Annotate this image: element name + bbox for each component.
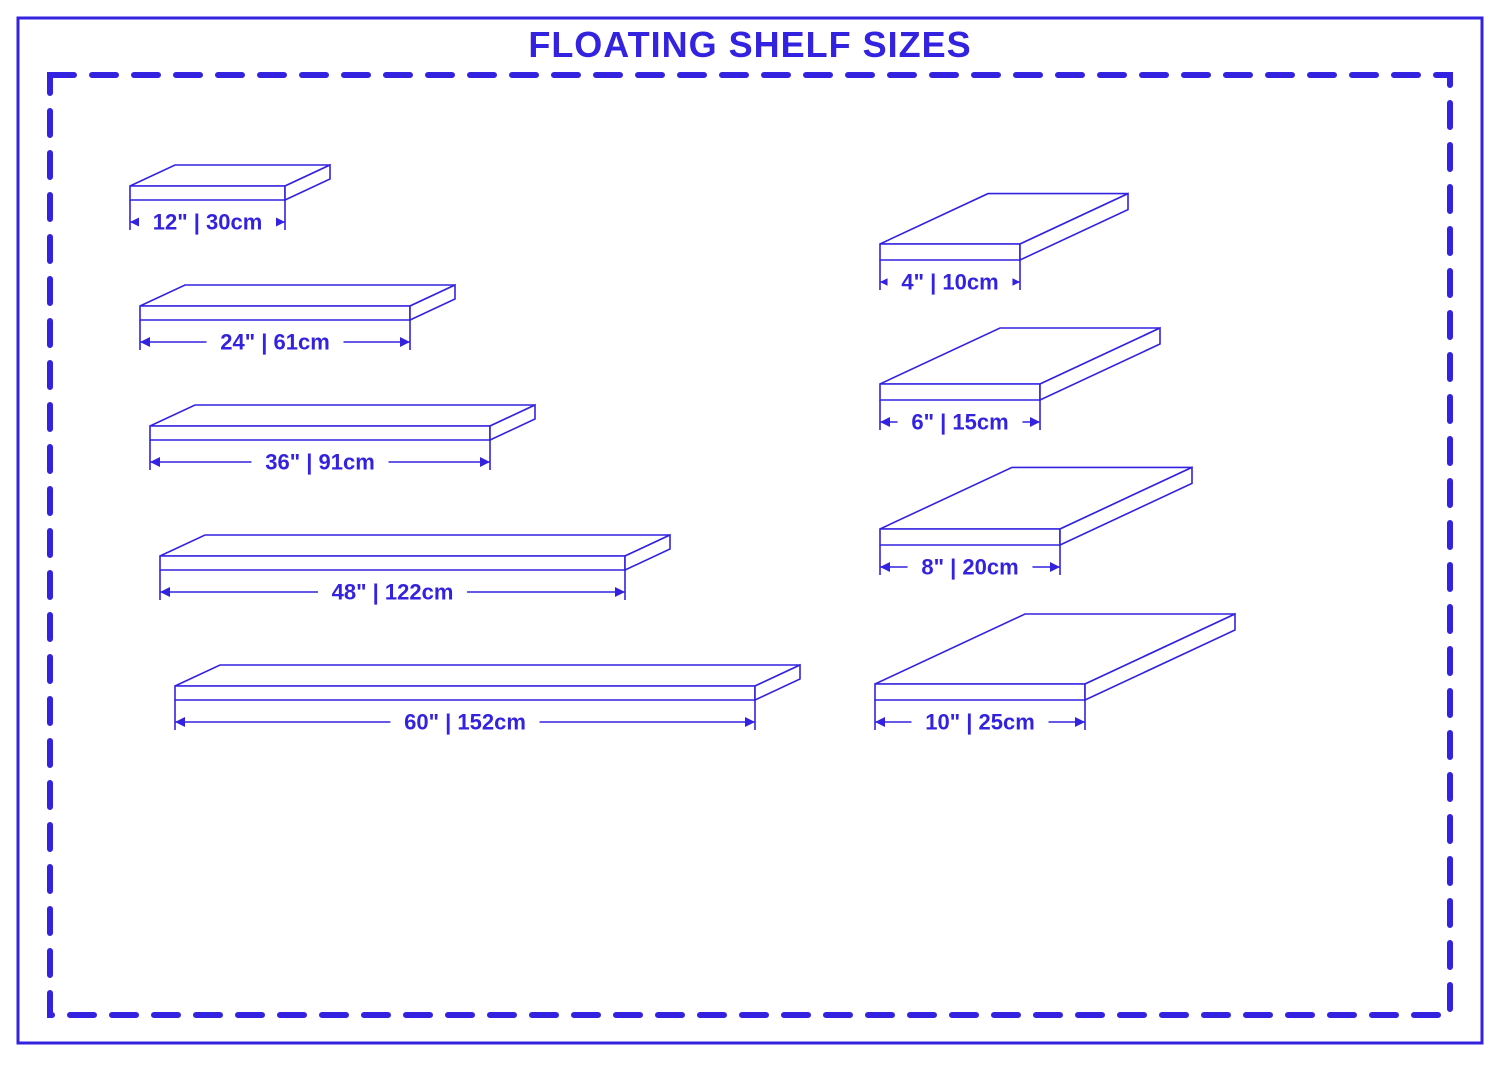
length-shelf-3: 48" | 122cm (160, 535, 670, 605)
dim-arrow-left-icon (130, 217, 140, 227)
dim-label: 24" | 61cm (220, 330, 330, 355)
dim-label: 12" | 30cm (153, 210, 263, 235)
dim-label: 60" | 152cm (404, 710, 526, 735)
dim-label: 36" | 91cm (265, 450, 375, 475)
shelf-top-face (160, 535, 670, 556)
dim-arrow-right-icon (1050, 562, 1060, 572)
dim-label: 48" | 122cm (332, 580, 454, 605)
shelf-front-face (150, 426, 490, 440)
length-shelf-1: 24" | 61cm (140, 285, 455, 355)
length-shelf-0: 12" | 30cm (130, 165, 330, 235)
depth-shelf-3: 10" | 25cm (875, 614, 1235, 735)
shelf-front-face (880, 529, 1060, 545)
dim-arrow-left-icon (160, 587, 170, 597)
shelf-top-face (175, 665, 800, 686)
shelf-front-face (875, 684, 1085, 700)
dim-label: 4" | 10cm (901, 270, 998, 295)
dim-arrow-right-icon (480, 457, 490, 467)
shelf-front-face (140, 306, 410, 320)
dim-arrow-left-icon (880, 562, 890, 572)
diagram-page: FLOATING SHELF SIZES 12" | 30cm 24" | 61c… (0, 0, 1500, 1061)
diagram-svg: 12" | 30cm 24" | 61cm 36" | 91cm 48" | 122c… (0, 0, 1500, 1061)
depth-shelf-1: 6" | 15cm (880, 328, 1160, 435)
shelf-top-face (140, 285, 455, 306)
dim-arrow-right-icon (745, 717, 755, 727)
shelf-top-face (150, 405, 535, 426)
shelf-front-face (130, 186, 285, 200)
page-title: FLOATING SHELF SIZES (0, 24, 1500, 66)
dim-arrow-right-icon (275, 217, 285, 227)
shelf-front-face (880, 384, 1040, 400)
length-shelf-4: 60" | 152cm (175, 665, 800, 735)
dim-arrow-right-icon (400, 337, 410, 347)
dim-arrow-left-icon (150, 457, 160, 467)
depth-shelf-0: 4" | 10cm (880, 194, 1128, 295)
dim-arrow-right-icon (1030, 417, 1040, 427)
dim-arrow-right-icon (615, 587, 625, 597)
length-shelf-2: 36" | 91cm (150, 405, 535, 475)
dim-arrow-right-icon (1075, 717, 1085, 727)
dim-label: 6" | 15cm (911, 410, 1008, 435)
dim-arrow-left-icon (875, 717, 885, 727)
dim-label: 8" | 20cm (921, 555, 1018, 580)
shelf-front-face (175, 686, 755, 700)
dim-label: 10" | 25cm (925, 710, 1035, 735)
shelf-front-face (160, 556, 625, 570)
dim-arrow-left-icon (175, 717, 185, 727)
depth-shelf-2: 8" | 20cm (880, 467, 1192, 579)
dim-arrow-left-icon (880, 417, 890, 427)
shelf-front-face (880, 244, 1020, 260)
dim-arrow-left-icon (140, 337, 150, 347)
